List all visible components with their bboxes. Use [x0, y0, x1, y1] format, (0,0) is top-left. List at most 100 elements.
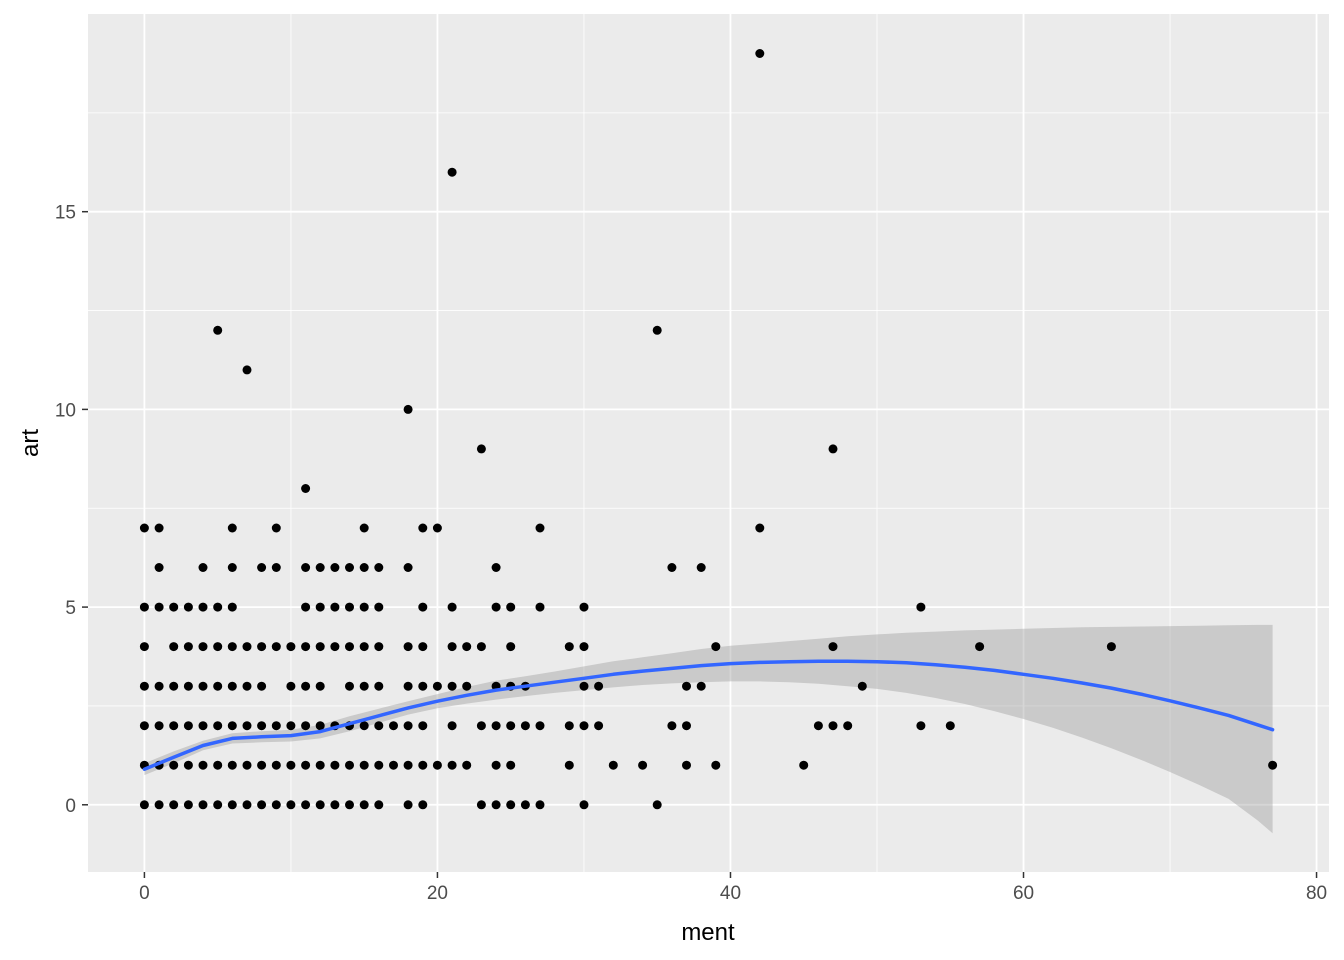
data-point — [345, 602, 354, 612]
data-point — [257, 721, 267, 731]
data-point — [242, 681, 252, 691]
data-point — [594, 721, 604, 731]
data-point — [667, 721, 677, 731]
x-tick-label: 40 — [720, 883, 741, 904]
data-point — [594, 681, 604, 691]
y-axis-ticks: 0 5 10 15 — [55, 203, 88, 817]
data-point — [345, 642, 354, 652]
data-point — [535, 523, 545, 533]
data-point — [154, 800, 164, 810]
x-tick-label: 80 — [1306, 883, 1327, 904]
data-point — [345, 563, 354, 572]
data-point — [169, 681, 179, 691]
data-point — [315, 760, 325, 770]
data-point — [286, 721, 296, 731]
data-point — [242, 642, 252, 652]
data-point — [359, 523, 369, 533]
data-point — [696, 681, 706, 691]
data-point — [227, 721, 237, 731]
data-point — [476, 800, 486, 810]
data-point — [154, 721, 164, 731]
data-point — [213, 721, 223, 731]
data-point — [154, 602, 164, 612]
data-point — [242, 365, 252, 375]
data-point — [271, 721, 281, 731]
data-point — [271, 760, 281, 770]
data-points — [139, 49, 1278, 810]
data-point — [506, 642, 516, 652]
data-point — [506, 602, 516, 612]
data-point — [975, 642, 985, 652]
data-point — [139, 681, 149, 691]
confidence-ribbon — [144, 624, 1273, 834]
data-point — [315, 721, 325, 731]
data-point — [432, 523, 442, 533]
data-point — [213, 800, 223, 810]
data-point — [227, 563, 237, 572]
data-point — [535, 800, 545, 810]
x-axis-ticks: 0 20 40 60 80 — [139, 872, 1327, 904]
data-point — [506, 760, 516, 770]
data-point — [271, 642, 281, 652]
y-tick-label: 5 — [65, 598, 76, 619]
data-point — [652, 800, 662, 810]
data-point — [198, 760, 208, 770]
data-point — [403, 721, 413, 731]
data-point — [476, 444, 486, 454]
data-point — [169, 800, 179, 810]
plot-panel — [88, 14, 1329, 872]
data-point — [286, 642, 296, 652]
data-point — [828, 444, 838, 454]
smooth-line — [142, 659, 1275, 771]
data-point — [447, 721, 457, 731]
data-point — [213, 325, 223, 335]
data-point — [183, 800, 193, 810]
data-point — [462, 681, 472, 691]
y-tick-label: 15 — [55, 203, 76, 224]
data-point — [301, 721, 311, 731]
data-point — [418, 721, 428, 731]
data-point — [227, 800, 237, 810]
data-point — [345, 760, 354, 770]
data-point — [139, 800, 149, 810]
data-point — [843, 721, 853, 731]
data-point — [271, 563, 281, 572]
data-point — [403, 681, 413, 691]
y-axis-title: art — [17, 429, 44, 457]
data-point — [755, 49, 765, 58]
data-point — [374, 642, 384, 652]
data-point — [828, 721, 838, 731]
data-point — [330, 602, 340, 612]
data-point — [227, 681, 237, 691]
data-point — [1106, 642, 1116, 652]
data-point — [564, 760, 574, 770]
data-point — [813, 721, 823, 731]
data-point — [286, 681, 296, 691]
data-point — [198, 602, 208, 612]
data-point — [359, 602, 369, 612]
data-point — [330, 800, 340, 810]
data-point — [432, 681, 442, 691]
data-point — [315, 642, 325, 652]
data-point — [682, 760, 691, 770]
data-point — [403, 563, 413, 572]
data-point — [154, 563, 164, 572]
data-point — [183, 642, 193, 652]
data-point — [520, 800, 530, 810]
data-point — [1268, 760, 1278, 770]
data-point — [491, 721, 501, 731]
data-point — [345, 800, 354, 810]
x-tick-label: 20 — [427, 883, 448, 904]
data-point — [403, 760, 413, 770]
data-point — [359, 800, 369, 810]
data-point — [169, 642, 179, 652]
data-point — [418, 602, 428, 612]
data-point — [374, 721, 384, 731]
data-point — [491, 563, 501, 572]
data-point — [330, 563, 340, 572]
data-point — [359, 563, 369, 572]
data-point — [213, 681, 223, 691]
data-point — [916, 721, 926, 731]
data-point — [491, 760, 501, 770]
data-point — [301, 642, 311, 652]
